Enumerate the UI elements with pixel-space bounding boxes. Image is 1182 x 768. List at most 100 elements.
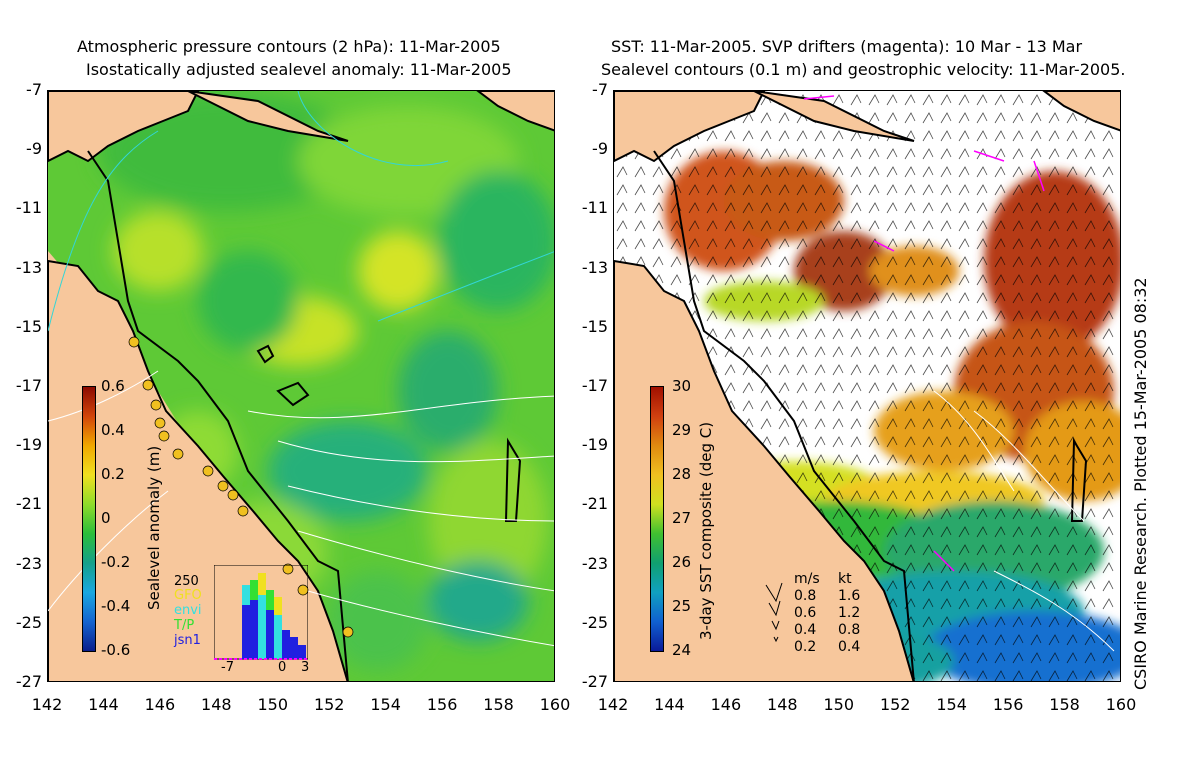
- right-xtick-label: 152: [879, 695, 911, 714]
- velocity-key-header-ms: m/s: [794, 571, 820, 587]
- credit-text: CSIRO Marine Research. Plotted 15-Mar-20…: [1131, 277, 1150, 690]
- right-new-guinea-land: [614, 91, 766, 163]
- velocity-key-ms-1: 0.6: [794, 605, 817, 621]
- right-cbar-tick-0: 30: [672, 377, 692, 395]
- left-tide-gauges: [128, 336, 354, 638]
- histogram-xtick-min: -7: [221, 660, 234, 675]
- right-ytick-label: -9: [592, 139, 608, 159]
- histogram-bars: [242, 573, 306, 659]
- right-cbar-tick-3: 27: [672, 509, 692, 527]
- left-xtick-label: 144: [88, 695, 119, 714]
- right-australia-land: [614, 259, 915, 681]
- histogram-legend-jsn1: jsn1: [174, 633, 201, 648]
- left-xtick-label: 150: [257, 695, 289, 714]
- histogram-legend-tp: T/P: [174, 618, 195, 633]
- histogram-legend-envi: envi: [174, 603, 202, 618]
- right-sealevel-contours: [933, 390, 1115, 652]
- left-shelf-contour: [87, 150, 349, 681]
- right-cbar-tick-1: 29: [672, 421, 692, 439]
- histogram-chart: [214, 565, 308, 660]
- right-svp-drifters: [803, 95, 1045, 572]
- left-solomon-land: [476, 91, 554, 132]
- right-title-line2: Sealevel contours (0.1 m) and geostrophi…: [601, 60, 1126, 79]
- left-colorbar: [82, 386, 96, 652]
- right-ytick-label: -19: [581, 435, 608, 455]
- left-ytick-label: -7: [26, 80, 42, 99]
- left-pressure-contours: [247, 395, 554, 647]
- right-xtick-label: 156: [992, 695, 1024, 714]
- left-cbar-tick-4: -0.2: [101, 553, 131, 571]
- right-island-land: [753, 91, 915, 142]
- right-xtick-label: 154: [936, 695, 967, 714]
- right-xtick-label: 142: [597, 695, 629, 714]
- right-title-line1: SST: 11-Mar-2005. SVP drifters (magenta)…: [611, 37, 1083, 56]
- left-ytick-label: -9: [26, 139, 42, 159]
- right-solomon-land: [1042, 91, 1120, 132]
- right-colorbar-label: 3-day SST composite (deg C): [697, 421, 715, 640]
- right-sst-map: m/s kt 0.8 1.6 0.6 1.2 0.4 0.8 0.2 0.4: [613, 90, 1121, 682]
- velocity-key-kt-2: 0.8: [838, 622, 861, 638]
- left-cbar-tick-3: 0: [101, 509, 111, 527]
- left-xtick-label: 142: [31, 695, 63, 714]
- left-xtick-label: 158: [483, 695, 514, 714]
- velocity-key-header-kt: kt: [838, 571, 852, 587]
- left-ytick-label: -11: [15, 198, 42, 218]
- left-xtick-label: 148: [201, 695, 232, 714]
- left-cbar-tick-0: 0.6: [101, 377, 125, 395]
- histogram-xtick-max: 3: [301, 660, 310, 675]
- left-ytick-label: -23: [15, 553, 42, 573]
- right-cbar-tick-6: 24: [672, 641, 692, 659]
- left-cbar-tick-5: -0.4: [101, 597, 131, 615]
- left-island-land: [187, 91, 349, 142]
- histogram-xtick-zero: 0: [278, 660, 287, 675]
- left-xtick-label: 156: [426, 695, 458, 714]
- velocity-key-ms-2: 0.4: [794, 622, 817, 638]
- right-colorbar: [650, 386, 664, 652]
- left-cbar-tick-2: 0.2: [101, 465, 125, 483]
- left-australia-land: [48, 259, 349, 681]
- left-ytick-label: -21: [15, 494, 42, 514]
- right-xtick-label: 160: [1105, 695, 1137, 714]
- left-ytick-label: -27: [15, 672, 42, 691]
- velocity-key-ms-3: 0.2: [794, 639, 817, 655]
- left-title-line2: Isostatically adjusted sealevel anomaly:…: [86, 60, 512, 79]
- left-xtick-label: 154: [370, 695, 401, 714]
- right-cbar-tick-4: 26: [672, 553, 692, 571]
- left-xtick-label: 160: [539, 695, 571, 714]
- right-ytick-label: -21: [581, 494, 608, 514]
- velocity-key-kt-3: 0.4: [838, 639, 861, 655]
- velocity-key-kt-1: 1.2: [838, 605, 861, 621]
- left-title-line1: Atmospheric pressure contours (2 hPa): 1…: [77, 37, 501, 56]
- left-map-canvas: [48, 91, 554, 681]
- velocity-key-kt-0: 1.6: [838, 588, 861, 604]
- right-cbar-tick-5: 25: [672, 597, 692, 615]
- right-shelf-contour: [653, 150, 915, 681]
- right-xtick-label: 158: [1049, 695, 1080, 714]
- histogram-legend-gfo: GFO: [174, 588, 202, 603]
- left-xtick-label: 146: [144, 695, 176, 714]
- right-ytick-label: -27: [581, 672, 608, 691]
- left-ytick-label: -19: [15, 435, 42, 455]
- right-cbar-tick-2: 28: [672, 465, 692, 483]
- left-ytick-label: -25: [15, 612, 42, 632]
- left-cbar-tick-6: -0.6: [101, 641, 131, 659]
- right-ytick-label: -11: [581, 198, 608, 218]
- left-new-guinea-land: [48, 91, 200, 163]
- right-ytick-label: -23: [581, 553, 608, 573]
- right-xtick-label: 148: [767, 695, 798, 714]
- right-xtick-label: 150: [823, 695, 855, 714]
- right-xtick-label: 144: [654, 695, 685, 714]
- left-ytick-label: -15: [15, 316, 42, 336]
- velocity-key-arrows: [765, 582, 783, 643]
- right-ytick-label: -7: [592, 80, 608, 99]
- left-colorbar-label: Sealevel anomaly (m): [145, 445, 163, 610]
- left-cbar-tick-1: 0.4: [101, 421, 125, 439]
- right-xtick-label: 146: [710, 695, 742, 714]
- right-ytick-label: -17: [581, 376, 608, 395]
- right-map-canvas: [614, 91, 1120, 681]
- right-ytick-label: -13: [581, 257, 608, 277]
- velocity-key-ms-0: 0.8: [794, 588, 817, 604]
- right-ytick-label: -15: [581, 316, 608, 336]
- left-ytick-label: -13: [15, 257, 42, 277]
- left-sealevel-map: 250 GFO envi T/P jsn1 -7 0 3: [47, 90, 555, 682]
